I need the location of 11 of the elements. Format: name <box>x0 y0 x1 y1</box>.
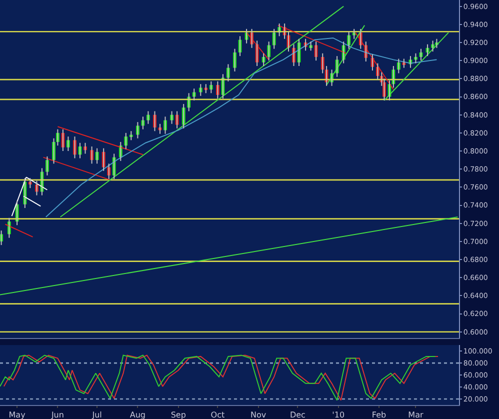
x-tick-label: Mar <box>408 410 424 419</box>
x-tick-label: Sep <box>170 410 186 419</box>
x-tick-label: Feb <box>372 410 386 419</box>
x-tick-label: May <box>8 410 26 419</box>
x-tick-label: Oct <box>210 410 225 419</box>
x-tick-label: Jul <box>91 410 102 419</box>
x-tick-label: Jun <box>50 410 64 419</box>
x-tick-label: Dec <box>290 410 306 419</box>
x-tick-label: Nov <box>250 410 266 419</box>
x-tick-label: '10 <box>332 410 345 419</box>
x-tick-label: Aug <box>130 410 146 419</box>
